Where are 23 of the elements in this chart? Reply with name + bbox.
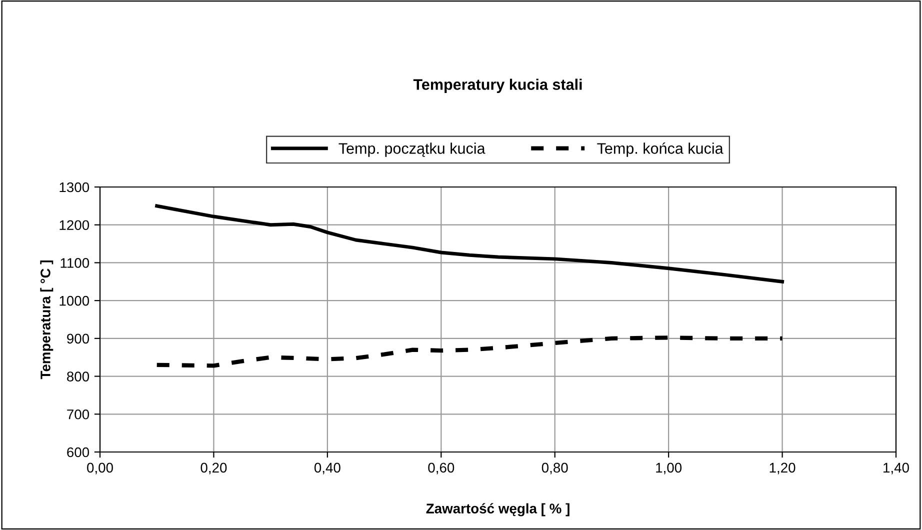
y-tick-label: 1300 <box>60 182 90 192</box>
x-tick-label: 0,00 <box>87 462 113 474</box>
y-tick-label: 1100 <box>60 258 90 268</box>
chart-title: Temperatury kucia stali <box>413 78 582 93</box>
legend-label: Temp. końca kucia <box>597 142 724 157</box>
y-tick-label: 900 <box>67 334 90 344</box>
x-axis-title: Zawartość węgla [ % ] <box>426 503 570 516</box>
legend-label: Temp. początku kucia <box>338 142 486 157</box>
x-tick-label: 0,80 <box>542 462 568 474</box>
y-tick-label: 600 <box>67 447 90 458</box>
x-tick-label: 1,20 <box>770 462 796 474</box>
x-tick-label: 0,60 <box>428 462 454 474</box>
y-tick-label: 1000 <box>60 296 90 306</box>
line-series <box>155 204 784 284</box>
y-tick-label: 1200 <box>60 220 90 230</box>
x-tick-label: 1,00 <box>656 462 682 474</box>
x-tick-label: 0,20 <box>200 462 227 474</box>
y-axis-title: Temperatura [ °C ] <box>40 260 54 380</box>
y-tick-label: 800 <box>67 372 90 382</box>
line-series <box>154 336 784 368</box>
y-tick-label: 700 <box>67 409 90 420</box>
x-tick-label: 1,40 <box>884 462 909 474</box>
x-tick-label: 0,40 <box>314 462 340 474</box>
